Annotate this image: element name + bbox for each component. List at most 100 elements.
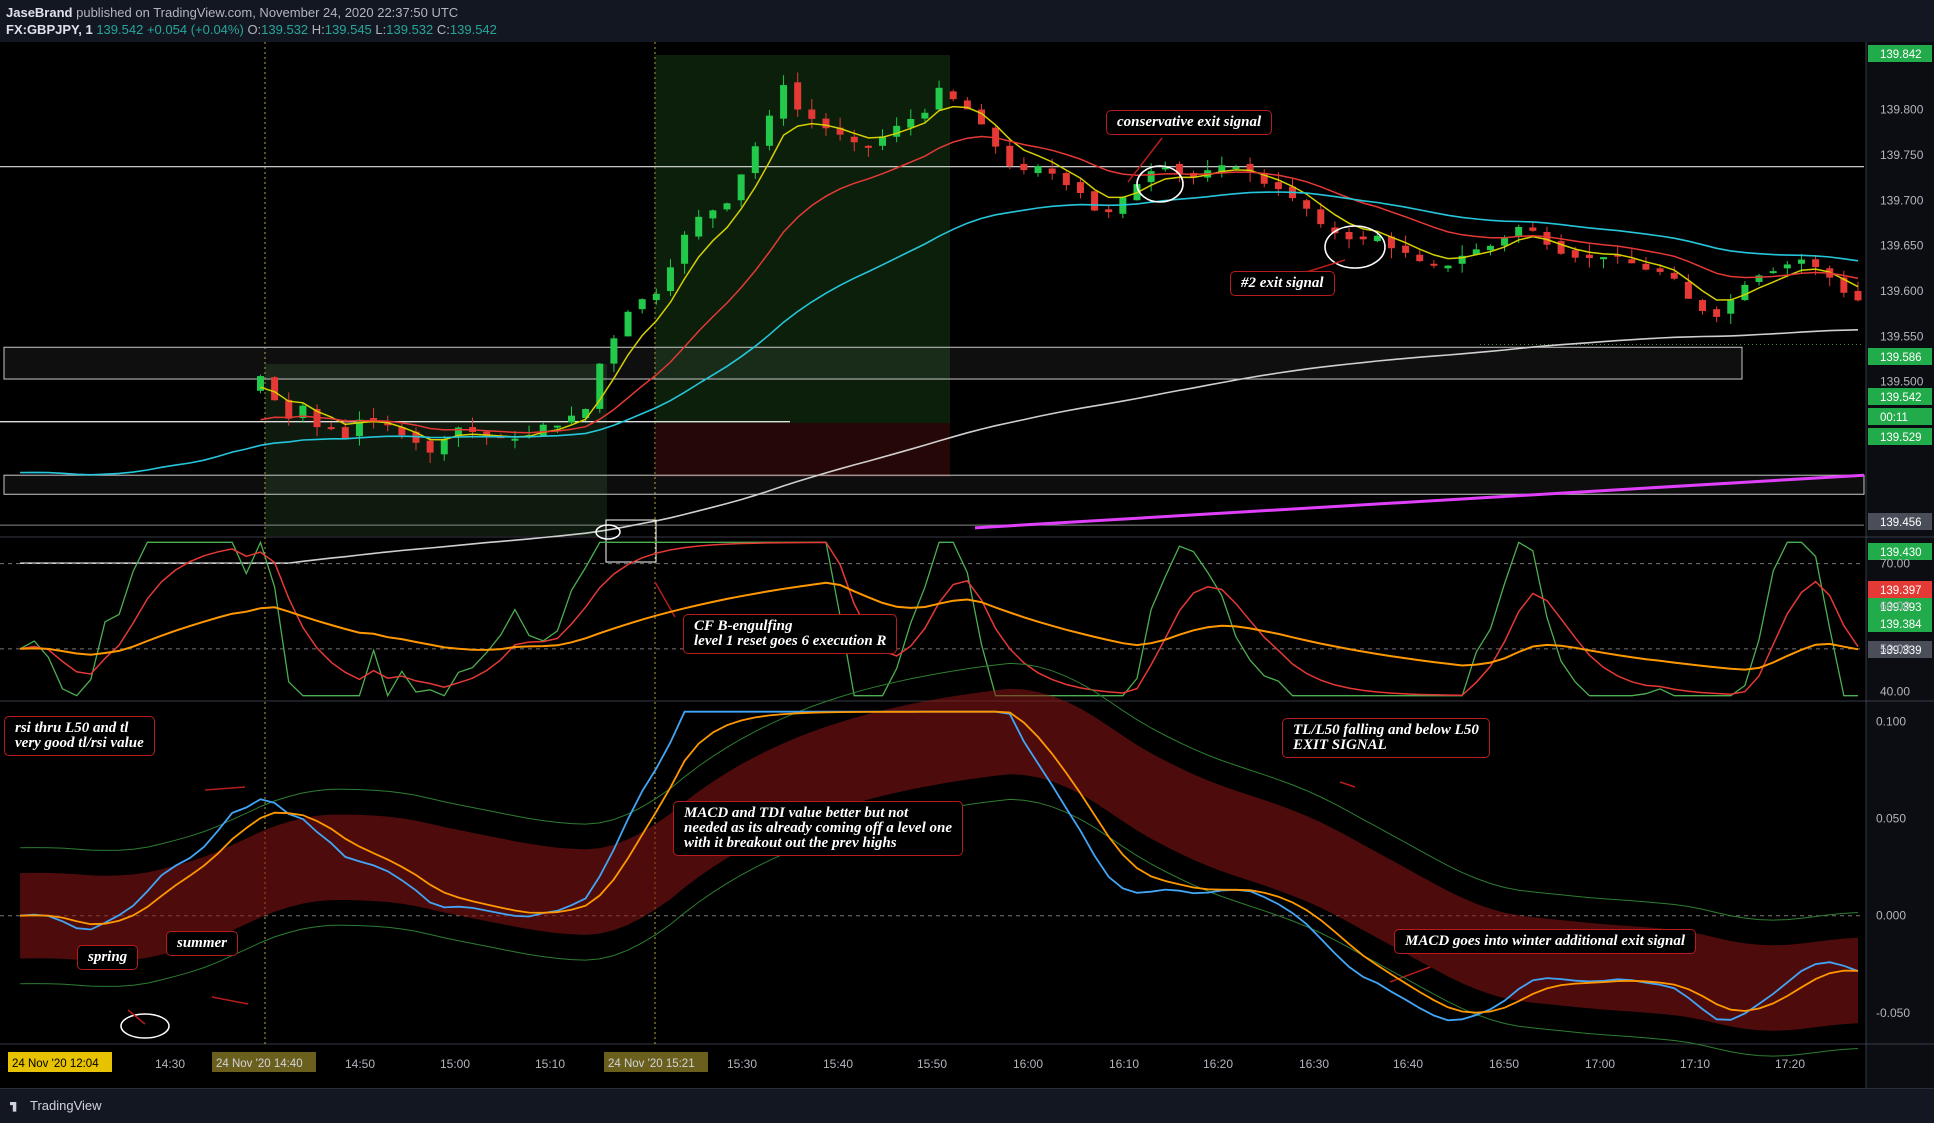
candle-body xyxy=(723,203,731,210)
candle-body xyxy=(341,427,349,439)
candle-body xyxy=(1105,209,1113,213)
time-axis-tick: 14:50 xyxy=(345,1057,375,1071)
close-value: 139.542 xyxy=(449,22,497,37)
candle-body xyxy=(1430,263,1438,266)
footer-brand: TradingView xyxy=(30,1098,102,1113)
candle-body xyxy=(454,427,462,437)
candle-body xyxy=(737,174,745,201)
candle-body xyxy=(398,427,406,436)
price-tag xyxy=(1868,581,1932,598)
candle-body xyxy=(1840,277,1848,293)
candle-body xyxy=(879,136,887,146)
tradingview-logo[interactable]: TradingView xyxy=(10,1098,102,1113)
candle-body xyxy=(1670,272,1678,279)
price-tag-label: 139.339 xyxy=(1880,645,1922,657)
candle-body xyxy=(610,338,618,364)
candle-body xyxy=(567,415,575,423)
candle-body xyxy=(1416,254,1424,262)
tdi-axis-tick: 60.00 xyxy=(1880,599,1910,613)
candle-body xyxy=(1020,163,1028,171)
date-label-bg xyxy=(8,1052,112,1072)
author-name[interactable]: JaseBrand xyxy=(6,5,73,20)
candle-body xyxy=(426,440,434,453)
time-axis-tick: 15:00 xyxy=(440,1057,470,1071)
candle-body xyxy=(256,376,264,391)
candle-body xyxy=(1345,232,1353,240)
candle-body xyxy=(1812,259,1820,268)
supply-zone xyxy=(3,346,1743,380)
time-axis-tick: 17:10 xyxy=(1680,1057,1710,1071)
magenta-trendline xyxy=(974,473,1865,530)
price-tag xyxy=(1868,641,1932,658)
candle-body xyxy=(1600,257,1608,260)
date-label: 24 Nov '20 15:21 xyxy=(608,1058,695,1070)
candle-body xyxy=(963,100,971,110)
spring-circle xyxy=(120,1013,170,1039)
candle-body xyxy=(1260,173,1268,184)
macd-axis-tick: 0.050 xyxy=(1876,812,1906,826)
high-label: H: xyxy=(311,22,325,37)
chart-header: JaseBrand published on TradingView.com, … xyxy=(0,0,1934,42)
tdi-baseline xyxy=(20,581,1859,671)
callout-summer: summer xyxy=(166,931,239,956)
candle-body xyxy=(709,210,717,219)
callout-pointer xyxy=(211,996,249,1005)
candles xyxy=(256,72,1862,464)
price-tag xyxy=(1868,615,1932,632)
symbol-label[interactable]: FX:GBPJPY, 1 xyxy=(6,22,93,37)
ohlc-line: FX:GBPJPY, 1 139.542 +0.054 (+0.04%) O:1… xyxy=(6,22,497,37)
time-axis-tick: 14:30 xyxy=(155,1057,185,1071)
candle-body xyxy=(1783,264,1791,269)
candle-body xyxy=(794,82,802,110)
chart-canvas[interactable]: 139.800 139.750 139.700 139.650 139.600 139.5… xyxy=(0,42,1934,1088)
engulfing-box xyxy=(605,519,657,563)
low-value: 139.532 xyxy=(386,22,434,37)
time-axis-tick: 15:50 xyxy=(917,1057,947,1071)
candle-body xyxy=(1854,291,1862,301)
price-axis-tick: 139.600 xyxy=(1880,284,1924,298)
candle-body xyxy=(751,146,759,174)
macd-upper-band xyxy=(20,662,1859,921)
candle-body xyxy=(1797,259,1805,264)
candle-body xyxy=(1458,255,1466,264)
candle-body xyxy=(511,438,519,441)
date-label-bg xyxy=(604,1052,708,1072)
price-tag xyxy=(1868,45,1932,62)
date-label-bg xyxy=(212,1052,316,1072)
ema-slow-line xyxy=(20,191,1859,476)
candle-body xyxy=(1656,268,1664,272)
candle-body xyxy=(483,431,491,437)
candle-body xyxy=(539,424,547,437)
price-tag xyxy=(1868,543,1932,560)
macd-axis-tick: 0.000 xyxy=(1876,909,1906,923)
callout-spring: spring xyxy=(77,945,139,970)
candle-body xyxy=(1331,227,1339,234)
candle-body xyxy=(355,419,363,437)
candle-body xyxy=(624,311,632,337)
candle-body xyxy=(1147,171,1155,183)
candle-body xyxy=(893,125,901,137)
candle-body xyxy=(1628,259,1636,264)
price-tag-label: 00:11 xyxy=(1880,412,1908,424)
callout-pointer xyxy=(204,786,246,791)
candle-body xyxy=(271,377,279,401)
time-axis-tick: 16:00 xyxy=(1013,1057,1043,1071)
candle-body xyxy=(299,405,307,419)
callout-pointer xyxy=(1389,966,1431,983)
candle-body xyxy=(1585,254,1593,259)
time-axis-tick: 15:30 xyxy=(727,1057,757,1071)
candle-body xyxy=(1175,163,1183,175)
callout-pointer xyxy=(127,1009,146,1025)
candle-body xyxy=(1387,236,1395,249)
price-tag-label: 139.384 xyxy=(1880,619,1922,631)
candle-body xyxy=(285,399,293,419)
candle-body xyxy=(1543,232,1551,245)
time-axis-tick: 16:30 xyxy=(1299,1057,1329,1071)
time-axis-tick: 17:00 xyxy=(1585,1057,1615,1071)
demand-zone xyxy=(3,474,1865,495)
candle-body xyxy=(921,112,929,119)
candle-body xyxy=(1515,226,1523,237)
candle-body xyxy=(384,422,392,426)
callout-exit-2: #2 exit signal xyxy=(1230,271,1335,296)
price-axis-tick: 139.750 xyxy=(1880,148,1924,162)
